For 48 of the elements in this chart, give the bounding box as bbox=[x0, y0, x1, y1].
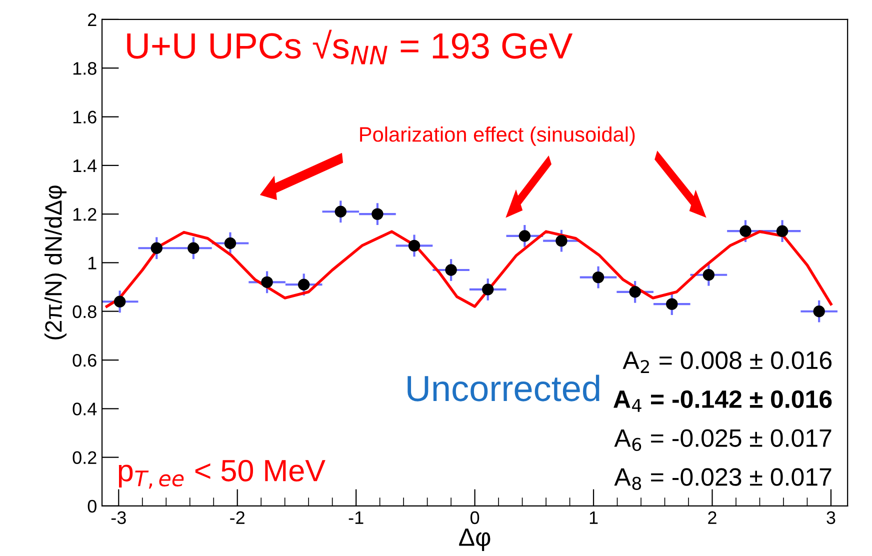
y-tick-label: 1 bbox=[88, 256, 96, 270]
point bbox=[224, 237, 236, 250]
y-tick-label: 1.2 bbox=[73, 208, 96, 221]
point bbox=[334, 206, 346, 218]
annotation: Uncorrected bbox=[408, 374, 600, 402]
point bbox=[408, 240, 420, 252]
y-tick-label: 0 bbox=[88, 500, 96, 513]
y-tick-label: 0.2 bbox=[72, 451, 96, 464]
x-tick-label: 3 bbox=[826, 511, 836, 524]
y-tick-label: 1.4 bbox=[73, 160, 97, 172]
annotation: p$_{T,ee}$ < 50 MeV bbox=[118, 460, 326, 489]
x-tick-label: 0 bbox=[470, 511, 480, 524]
point bbox=[592, 271, 604, 284]
annotation: Polarization effect (sinusoidal) bbox=[360, 126, 635, 146]
point bbox=[518, 230, 531, 242]
point bbox=[629, 286, 641, 298]
x-axis-title: Δφ bbox=[459, 528, 490, 551]
point bbox=[114, 296, 126, 308]
x-tick-label: -3 bbox=[111, 511, 126, 524]
x-tick-label: 1 bbox=[590, 511, 598, 524]
x-tick-label: -2 bbox=[230, 511, 244, 524]
point bbox=[702, 269, 715, 281]
y-tick-label: 0.6 bbox=[72, 354, 96, 367]
point bbox=[150, 242, 162, 254]
point bbox=[372, 208, 384, 220]
annotation: A$_{4}$ = -0.142 ± 0.016 bbox=[614, 390, 832, 412]
point bbox=[261, 276, 273, 288]
x-tick-label: 2 bbox=[708, 511, 716, 524]
point bbox=[776, 225, 788, 237]
annotation: A$_{8}$ = -0.023 ± 0.017 bbox=[614, 468, 832, 490]
point bbox=[666, 298, 678, 310]
annotation: A$_{2}$ = 0.008 ± 0.016 bbox=[622, 351, 832, 373]
point bbox=[740, 225, 752, 237]
point bbox=[188, 242, 200, 254]
annotation: A$_{6}$ = -0.025 ± 0.017 bbox=[614, 429, 832, 452]
point bbox=[813, 306, 825, 318]
point bbox=[482, 284, 494, 296]
point bbox=[445, 264, 457, 276]
chart-title: U+U UPCs √s$_{NN}$ = 193 GeV bbox=[127, 30, 573, 64]
x-tick-label: -1 bbox=[348, 511, 364, 524]
point bbox=[556, 234, 568, 247]
y-tick-label: 2 bbox=[88, 13, 96, 26]
y-axis-title: (2π/N) dN/dΔφ bbox=[44, 186, 67, 340]
point bbox=[298, 278, 310, 290]
y-tick-label: 0.8 bbox=[72, 305, 96, 318]
y-tick-label: 0.4 bbox=[72, 402, 97, 416]
y-tick-label: 1.6 bbox=[73, 110, 96, 124]
y-tick-label: 1.8 bbox=[73, 62, 96, 75]
